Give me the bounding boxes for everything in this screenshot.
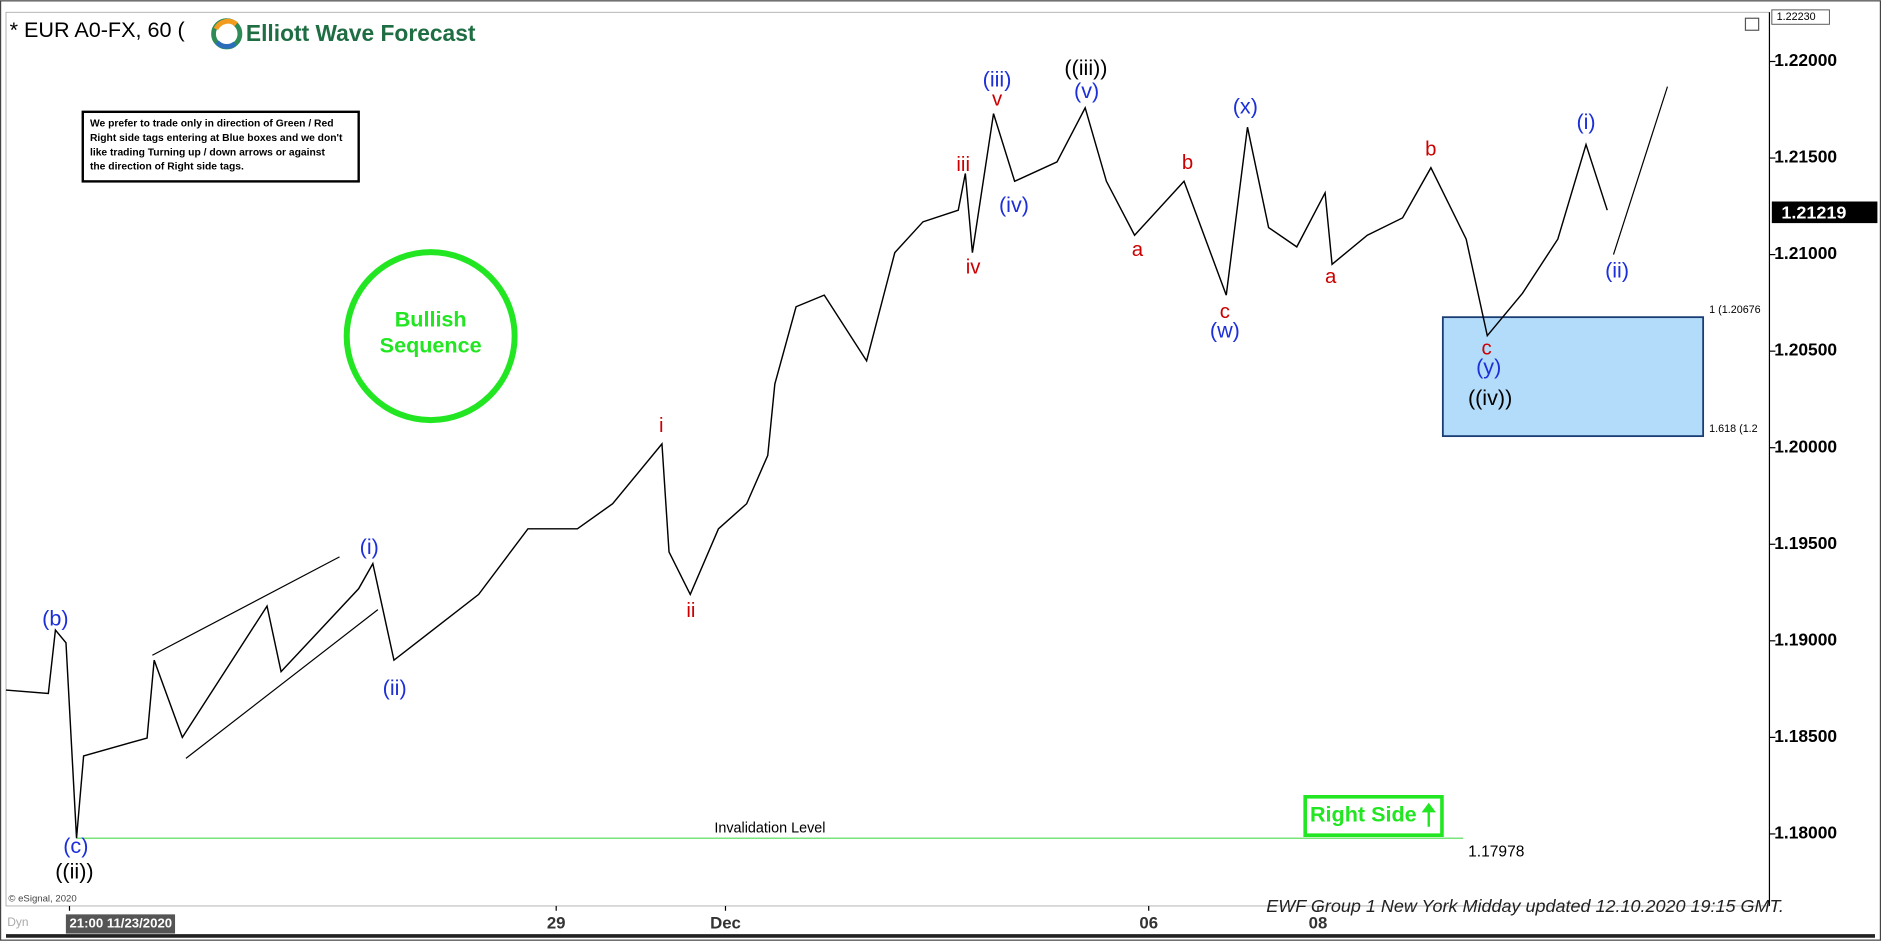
fib-label: 1.618 (1.2 (1709, 423, 1758, 435)
y-tick-label: 1.18500 (1774, 726, 1837, 746)
corner-label: Dyn (7, 915, 28, 929)
wave-label: (ii) (1605, 258, 1629, 283)
wave-label: c (1481, 338, 1491, 360)
wave-label: (w) (1210, 318, 1240, 343)
last-price-box (1771, 201, 1878, 224)
y-tick-label: 1.20000 (1774, 436, 1837, 456)
wave-label: (i) (360, 534, 379, 559)
window-icon (1744, 17, 1760, 31)
y-tick-label: 1.18000 (1774, 823, 1837, 843)
wave-label: a (1132, 239, 1144, 261)
wave-label: ((iii)) (1064, 55, 1107, 80)
wave-label: c (1220, 301, 1230, 323)
wave-label: b (1425, 139, 1436, 161)
wave-label: (iv) (999, 192, 1029, 217)
up-arrow (1421, 802, 1436, 827)
invalidation-value: 1.17978 (1468, 844, 1524, 861)
right-side-text: Right Side (1310, 802, 1417, 827)
wave-label: (ii) (383, 675, 407, 700)
x-tick-label-box (65, 914, 176, 934)
wave-label: v (992, 89, 1003, 111)
y-tick-label: 1.20500 (1774, 340, 1837, 360)
logo-icon-arc (213, 18, 238, 31)
wave-label: (v) (1074, 78, 1099, 103)
badge-circle (343, 249, 518, 424)
wave-label: a (1325, 266, 1337, 288)
fib-label: 1 (1.20676 (1709, 304, 1761, 316)
copyright: © eSignal, 2020 (8, 893, 76, 904)
note-line: We prefer to trade only in direction of … (90, 119, 334, 130)
x-tick-label: 29 (547, 913, 566, 932)
right-side-box (1303, 794, 1444, 837)
wave-label: (b) (42, 605, 68, 630)
last-price: 1.21219 (1781, 202, 1846, 222)
logo-text: Elliott Wave Forecast (246, 20, 476, 46)
y-tick-label: 1.19500 (1774, 533, 1837, 553)
price-line (5, 105, 1608, 839)
logo-icon-arc (215, 40, 237, 49)
wave-label: iv (966, 257, 982, 279)
y-tick-label: 1.21000 (1774, 243, 1837, 263)
wave-label: iii (956, 154, 970, 176)
wave-label: ((ii)) (55, 858, 93, 883)
x-tick-label: 06 (1139, 913, 1158, 932)
wedge-line (152, 556, 340, 656)
x-tick-label: Dec (710, 913, 741, 932)
note-box (81, 110, 360, 183)
footer: EWF Group 1 New York Midday updated 12.1… (1266, 896, 1784, 916)
high-marker: 1.22230 (1777, 11, 1816, 23)
badge-text: Sequence (380, 333, 482, 358)
y-tick-label: 1.21500 (1774, 147, 1837, 167)
note-line: like trading Turning up / down arrows or… (90, 147, 326, 158)
right-side-tag: Right Side (1303, 794, 1444, 837)
projection-line (1612, 86, 1669, 255)
note: We prefer to trade only in direction of … (81, 110, 360, 183)
note-line: the direction of Right side tags. (90, 162, 244, 173)
badge: Bullish Sequence (343, 249, 518, 424)
invalidation-label: Invalidation Level (714, 820, 825, 836)
target-box (1441, 316, 1705, 438)
y-tick-label: 1.22000 (1774, 50, 1837, 70)
x-tick-label: 21:00 11/23/2020 (69, 915, 172, 930)
wave-label: (x) (1233, 94, 1258, 119)
high-marker-box (1771, 9, 1830, 25)
wave-label: (iii) (983, 67, 1012, 92)
wave-label: i (659, 415, 664, 437)
wave-label: (i) (1576, 109, 1595, 134)
wave-label: ii (686, 600, 695, 622)
badge-text: Bullish (395, 306, 467, 331)
y-tick-label: 1.19000 (1774, 629, 1837, 649)
note-line: Right side tags entering at Blue boxes a… (90, 133, 343, 144)
chart-title: * EUR A0-FX, 60 ( (10, 17, 186, 42)
logo: Elliott Wave Forecast (211, 18, 476, 50)
wave-label: (y) (1476, 354, 1501, 379)
wave-label: b (1182, 152, 1193, 174)
wedge-line (185, 609, 379, 759)
wave-label: ((iv)) (1468, 385, 1512, 410)
x-tick-label: 08 (1309, 913, 1328, 932)
wave-label: (c) (63, 833, 88, 858)
